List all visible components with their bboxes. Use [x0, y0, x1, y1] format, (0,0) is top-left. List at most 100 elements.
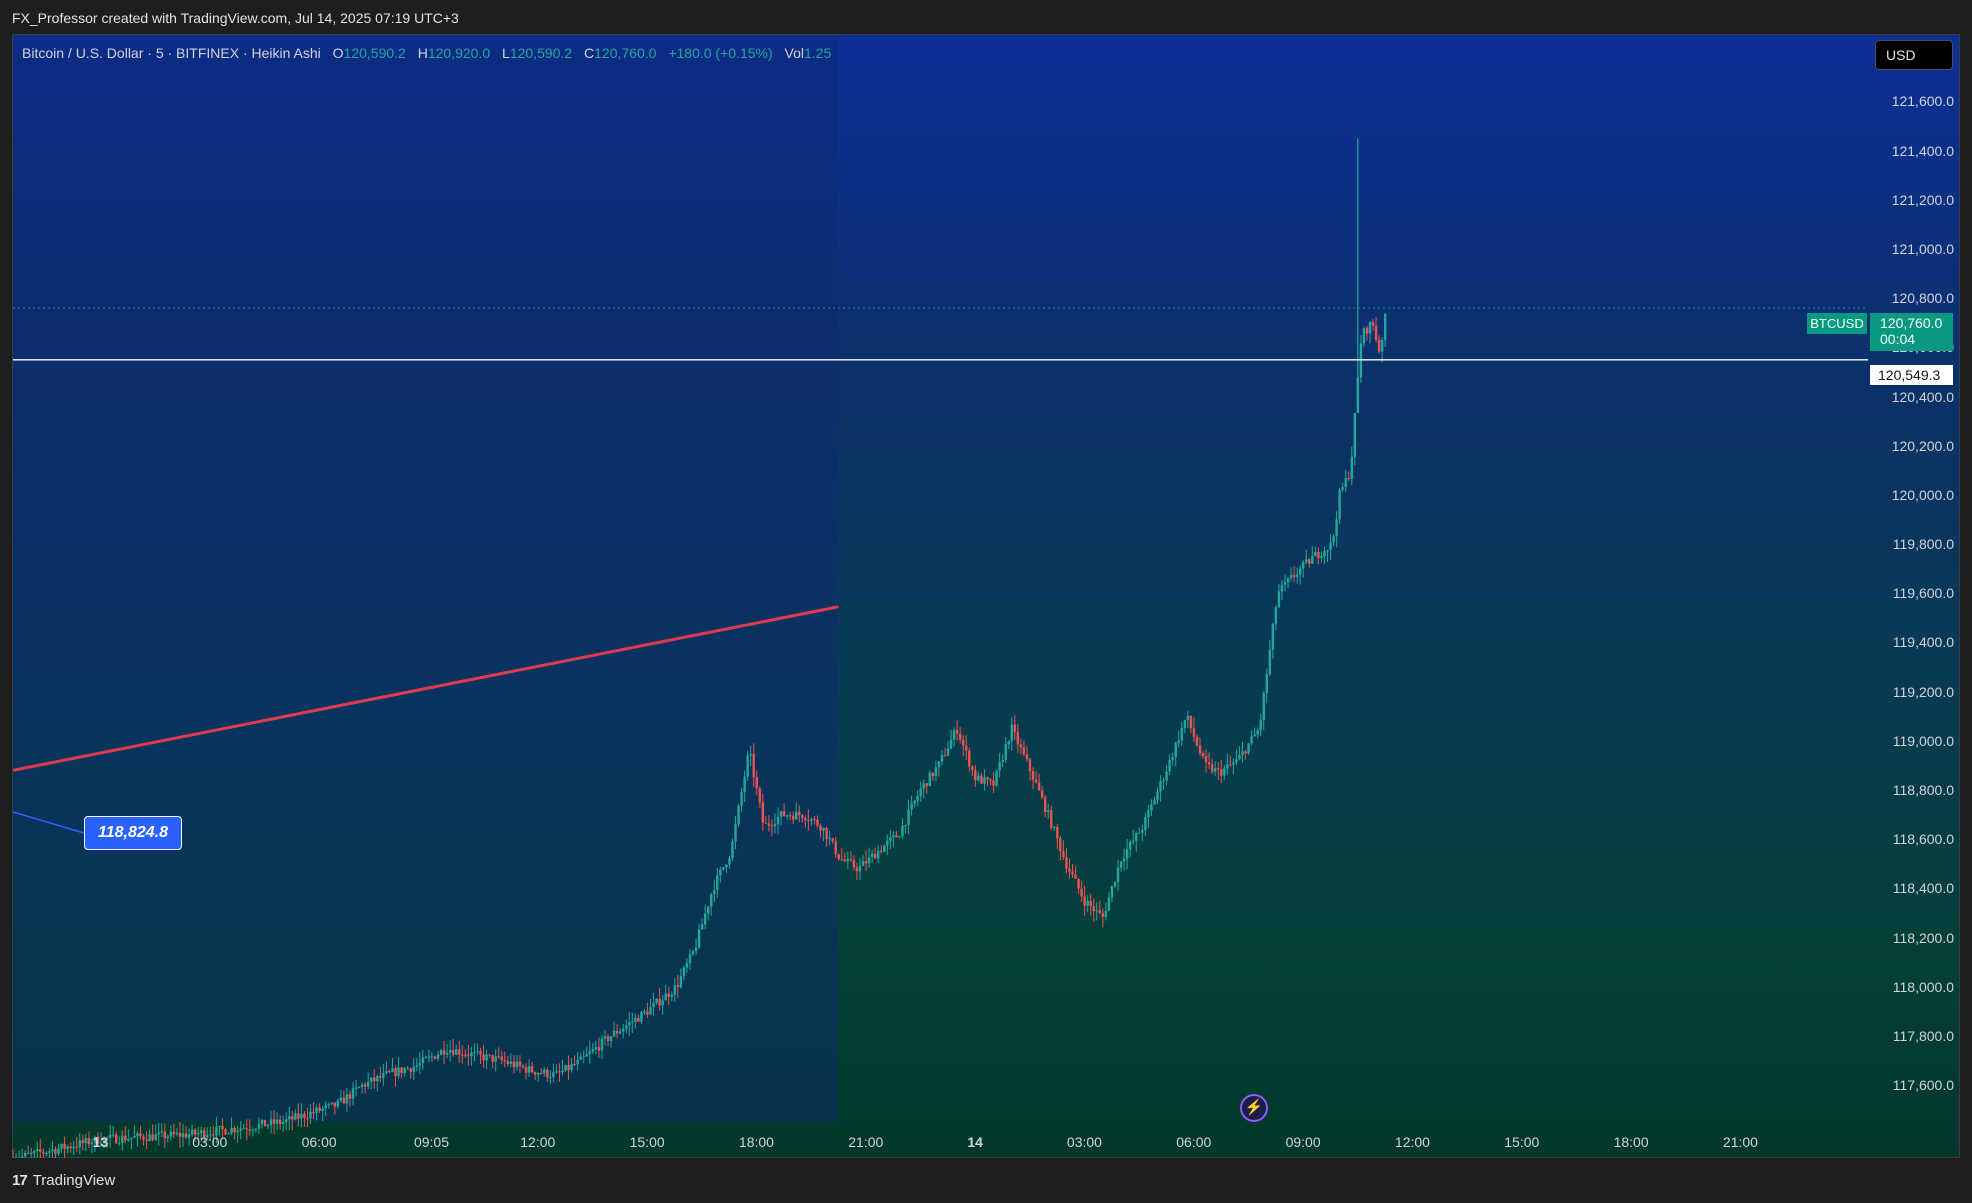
candle-body: [136, 1133, 139, 1137]
candle-body: [916, 795, 919, 801]
candle-body: [303, 1113, 306, 1119]
candle-body: [734, 824, 737, 842]
candle-body: [1268, 649, 1272, 675]
tradingview-brand[interactable]: 17 TradingView: [12, 1172, 115, 1189]
price-tick-label: 121,000.0: [1891, 240, 1954, 257]
candle-body: [670, 994, 673, 997]
candle-body: [1204, 756, 1208, 763]
candle-body: [467, 1054, 470, 1057]
candle-body: [1068, 868, 1071, 872]
candle-body: [315, 1107, 318, 1113]
candle-body: [518, 1061, 522, 1066]
candle-body: [703, 913, 707, 925]
candle-body: [658, 998, 661, 1006]
candle-body: [925, 783, 928, 787]
candle-body: [66, 1146, 69, 1149]
candle-body: [121, 1135, 124, 1144]
close-label: C: [584, 45, 595, 61]
lightning-icon[interactable]: ⚡: [1240, 1094, 1268, 1122]
candle-body: [998, 762, 1001, 771]
candle-body: [555, 1071, 558, 1073]
candle-body: [676, 985, 680, 987]
candle-body: [69, 1146, 72, 1149]
candle-body: [634, 1017, 637, 1022]
candle-body: [597, 1047, 601, 1051]
chart-area[interactable]: [12, 34, 1960, 1158]
candle-body: [643, 1011, 646, 1013]
candle-body: [476, 1051, 479, 1053]
candle-body: [813, 819, 816, 821]
candle-body: [931, 772, 935, 777]
candle-body: [706, 906, 710, 914]
price-tick-label: 118,600.0: [1892, 831, 1954, 848]
candle-body: [904, 825, 907, 827]
candle-body: [846, 858, 850, 862]
price-callout-label[interactable]: 118,824.8: [84, 816, 182, 850]
candle-body: [1034, 779, 1038, 783]
candle-body: [962, 739, 965, 746]
candle-body: [154, 1134, 157, 1141]
candle-body: [606, 1036, 610, 1042]
candle-body: [1080, 888, 1083, 897]
candle-body: [1283, 582, 1287, 585]
candle-body: [876, 850, 880, 859]
candle-body: [1168, 759, 1171, 772]
candle-body: [573, 1064, 576, 1066]
candle-body: [278, 1119, 282, 1124]
candle-body: [1247, 743, 1250, 754]
candle-body: [1125, 849, 1129, 859]
candle-body: [1028, 759, 1032, 772]
candle-body: [1256, 730, 1259, 735]
candle-body: [400, 1067, 403, 1074]
candle-body: [1119, 861, 1123, 868]
candle-body: [360, 1084, 364, 1088]
candle-body: [1332, 536, 1335, 543]
candle-body: [700, 924, 704, 930]
price-tick-label: 119,800.0: [1892, 536, 1954, 553]
candle-body: [133, 1136, 136, 1138]
candle-body: [828, 838, 831, 840]
candle-body: [266, 1124, 270, 1127]
candle-body: [479, 1051, 482, 1055]
candle-body: [193, 1129, 197, 1135]
candle-body: [81, 1140, 85, 1144]
candle-body: [1144, 817, 1147, 831]
candle-body: [373, 1077, 376, 1082]
candle-body: [488, 1054, 491, 1056]
candle-body: [306, 1118, 309, 1120]
candle-body: [370, 1077, 373, 1082]
candle-body: [782, 811, 786, 816]
candle-body: [1380, 340, 1384, 352]
candle-body: [746, 755, 749, 777]
candle-body: [667, 993, 670, 997]
candle-body: [1013, 724, 1017, 732]
candle-body: [245, 1128, 248, 1130]
symbol-title[interactable]: Bitcoin / U.S. Dollar · 5 · BITFINEX · H…: [22, 45, 321, 61]
candle-body: [1329, 542, 1332, 550]
candle-body: [1077, 878, 1080, 889]
price-tick-label: 117,800.0: [1892, 1027, 1954, 1044]
candle-body: [943, 755, 947, 757]
candle-body: [740, 792, 743, 806]
candle-body: [1104, 910, 1108, 917]
candle-body: [294, 1113, 297, 1120]
candle-body: [1071, 871, 1074, 875]
candle-body: [196, 1133, 200, 1135]
candle-body: [206, 1135, 209, 1138]
candle-body: [376, 1076, 379, 1082]
candle-body: [166, 1136, 170, 1139]
candle-body: [30, 1152, 33, 1154]
candle-body: [588, 1051, 591, 1055]
tradingview-logo-icon: 17: [12, 1172, 28, 1189]
candle-body: [99, 1143, 103, 1145]
candle-body: [952, 730, 956, 740]
candle-body: [816, 819, 819, 826]
candle-body: [139, 1133, 142, 1137]
time-tick-label: 21:00: [1722, 1134, 1758, 1150]
candle-body: [898, 836, 901, 838]
candle-body: [1207, 762, 1211, 765]
currency-button[interactable]: USD: [1875, 40, 1953, 70]
candle-body: [157, 1132, 160, 1135]
candle-body: [1302, 562, 1305, 569]
